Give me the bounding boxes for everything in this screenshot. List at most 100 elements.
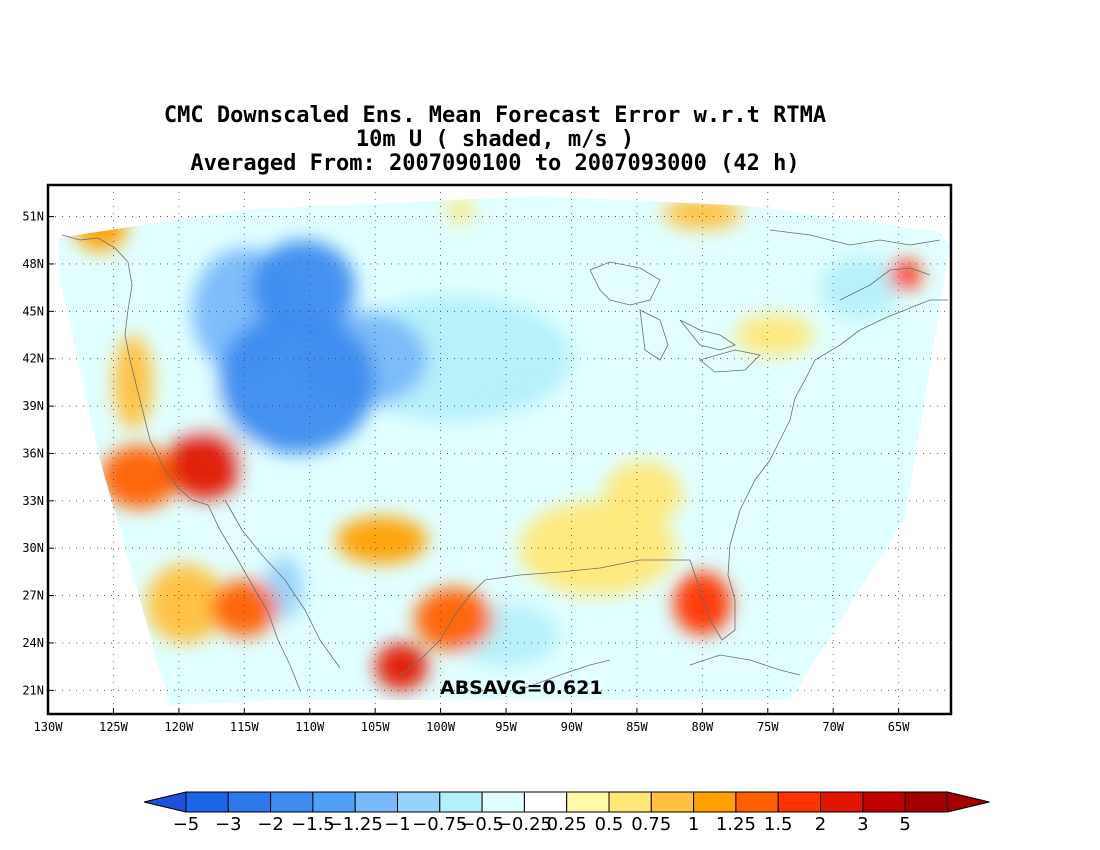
colorbar-under-arrow <box>143 791 187 813</box>
field-blob-11 <box>146 563 225 643</box>
y-tick-label-10: 51N <box>22 210 44 224</box>
field-blob-20 <box>100 445 179 509</box>
colorbar-swatch-14 <box>777 791 822 813</box>
colorbar-label-12: 1 <box>688 814 699 835</box>
field-blob-8 <box>447 197 474 223</box>
colorbar-label-1: −3 <box>215 814 242 835</box>
colorbar-label-15: 2 <box>815 814 826 835</box>
yucatan-line <box>519 659 611 691</box>
coastlines <box>61 229 948 691</box>
field-blob-26 <box>250 240 356 336</box>
shaded-field <box>58 196 950 705</box>
x-tick-label-2: 120W <box>164 720 194 734</box>
field-blob-22 <box>414 587 493 651</box>
field-blob-25 <box>218 311 376 454</box>
colorbar-swatch-3 <box>312 791 356 813</box>
y-tick-label-9: 48N <box>22 257 44 271</box>
colorbar-swatch-0 <box>185 791 229 813</box>
florida-line <box>689 544 736 641</box>
colorbar-label-11: 0.75 <box>631 814 671 835</box>
colorbar-swatch-1 <box>227 791 272 813</box>
field-blob-28 <box>375 642 428 691</box>
field-blob-5 <box>754 374 834 438</box>
field-blob-7 <box>676 390 755 486</box>
colorbar-swatch-16 <box>862 791 906 813</box>
colorbar-label-10: 0.5 <box>595 814 624 835</box>
x-tick-label-11: 75W <box>757 720 779 734</box>
colorbar-swatch-11 <box>650 791 695 813</box>
colorbar-label-4: −1.25 <box>328 814 383 835</box>
field-blob-21 <box>211 579 278 637</box>
colorbar-label-6: −0.75 <box>412 814 467 835</box>
colorbar-label-16: 3 <box>857 814 868 835</box>
x-tick-label-7: 95W <box>495 720 517 734</box>
field-blob-6 <box>735 314 814 356</box>
x-tick-label-0: 130W <box>34 720 64 734</box>
x-tick-label-3: 115W <box>230 720 260 734</box>
colorbar-swatch-8 <box>523 791 568 813</box>
y-tick-label-4: 33N <box>22 494 44 508</box>
chart-title-line-1: CMC Downscaled Ens. Mean Forecast Error … <box>163 103 827 128</box>
x-tick-label-8: 90W <box>561 720 583 734</box>
y-tick-label-3: 30N <box>22 541 44 555</box>
x-tick-label-1: 125W <box>99 720 129 734</box>
colorbar-swatch-17 <box>904 791 948 813</box>
colorbar-swatch-13 <box>735 791 779 813</box>
colorbar-label-17: 5 <box>899 814 910 835</box>
field-blob-4 <box>780 548 860 643</box>
colorbar-swatch-9 <box>566 791 610 813</box>
colorbar-swatch-10 <box>608 791 652 813</box>
baja-coast-line <box>207 504 301 691</box>
colorbar-swatch-7 <box>481 791 525 813</box>
chart-title-line-3: Averaged From: 2007090100 to 2007093000 … <box>190 151 800 176</box>
colorbar: −5 −3 −2 −1.5−1.25 −1 −0.75−0.5−0.250.25 0.5 0.… <box>143 791 990 835</box>
x-tick-label-4: 110W <box>295 720 325 734</box>
y-tick-label-2: 27N <box>22 589 44 603</box>
plot-area: ABSAVG=0.621 <box>48 185 951 714</box>
x-tick-label-9: 85W <box>626 720 648 734</box>
colorbar-label-7: −0.5 <box>460 814 504 835</box>
colorbar-label-0: −5 <box>173 814 200 835</box>
x-tick-label-6: 100W <box>426 720 456 734</box>
colorbar-swatch-6 <box>439 791 483 813</box>
colorbar-label-14: 1.5 <box>764 814 793 835</box>
colorbar-label-5: −1 <box>384 814 411 835</box>
colorbar-swatch-15 <box>820 791 864 813</box>
east-coast-line <box>729 299 948 546</box>
field-blob-23 <box>673 571 732 636</box>
colorbar-over-arrow <box>946 791 990 813</box>
y-tick-label-7: 42N <box>22 352 44 366</box>
colorbar-label-13: 1.25 <box>716 814 756 835</box>
y-tick-label-8: 45N <box>22 304 44 318</box>
x-tick-label-10: 80W <box>692 720 714 734</box>
y-tick-label-6: 39N <box>22 399 44 413</box>
colorbar-swatch-2 <box>270 791 314 813</box>
colorbar-swatch-5 <box>397 791 441 813</box>
st-lawrence-line <box>839 267 931 301</box>
absavg-annotation: ABSAVG=0.621 <box>440 677 603 699</box>
west-coast-line <box>61 234 209 506</box>
plot-frame <box>46 183 953 716</box>
colorbar-label-9: 0.25 <box>547 814 587 835</box>
x-tick-label-13: 65W <box>888 720 910 734</box>
colorbar-label-8: −0.25 <box>497 814 552 835</box>
colorbar-swatch-12 <box>693 791 737 813</box>
x-tick-label-5: 105W <box>361 720 391 734</box>
field-blob-10 <box>113 335 153 430</box>
field-blob-27 <box>168 429 242 500</box>
field-blob-16 <box>335 516 428 564</box>
colorbar-label-3: −1.5 <box>291 814 335 835</box>
mexico-gulf-coast-line <box>399 559 690 676</box>
colorbar-swatch-4 <box>354 791 399 813</box>
colorbar-label-2: −2 <box>257 814 284 835</box>
chart-title-line-2: 10m U ( shaded, m/s ) <box>355 127 635 152</box>
field-blob-3 <box>604 461 683 525</box>
x-tick-label-12: 70W <box>822 720 844 734</box>
axis-ticks: 130W 125W 120W 115W 110W 105W 100W 95W 90W 85W 80W… <box>22 210 910 734</box>
cuba-line <box>689 654 801 676</box>
hudson-bay-line <box>769 229 941 246</box>
gulf-of-california-line <box>224 499 341 669</box>
y-tick-label-5: 36N <box>22 446 44 460</box>
field-blob-13 <box>820 256 899 320</box>
